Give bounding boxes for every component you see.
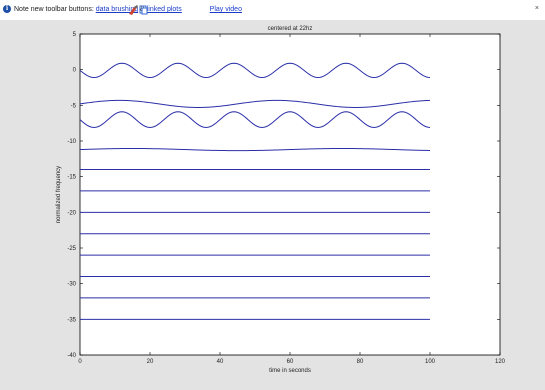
y-tick-label: -20 bbox=[67, 210, 76, 216]
play-video-link[interactable]: Play video bbox=[209, 6, 242, 13]
x-tick-label: 0 bbox=[78, 359, 82, 365]
x-tick-label: 20 bbox=[147, 359, 154, 365]
y-tick-label: 0 bbox=[73, 68, 77, 74]
linked-plots-link[interactable]: linked plots bbox=[146, 6, 182, 13]
figure-window: centered at 22hz time in seconds normalize… bbox=[0, 20, 545, 390]
y-tick-label: -15 bbox=[67, 175, 76, 181]
series-line-4 bbox=[79, 147, 431, 152]
close-icon[interactable]: × bbox=[534, 5, 539, 12]
x-tick-label: 100 bbox=[425, 359, 436, 365]
y-tick-label: -40 bbox=[67, 353, 76, 359]
series-line-1 bbox=[79, 62, 431, 79]
data-brushing-link[interactable]: data brushing bbox=[95, 6, 139, 13]
chart-title: centered at 22hz bbox=[268, 26, 313, 32]
y-tick-label: -35 bbox=[67, 317, 76, 323]
series-line-3 bbox=[79, 111, 431, 128]
x-tick-label: 80 bbox=[357, 359, 364, 365]
plot-area bbox=[79, 33, 501, 356]
y-tick-label: -10 bbox=[67, 139, 76, 145]
line-chart: centered at 22hz time in seconds normalize… bbox=[56, 26, 506, 374]
y-tick-label: -5 bbox=[71, 103, 77, 109]
y-tick-label: -25 bbox=[67, 246, 76, 252]
y-tick-label: -30 bbox=[67, 282, 76, 288]
x-tick-label: 40 bbox=[217, 359, 224, 365]
y-axis-label: normalized frequency bbox=[56, 166, 62, 223]
x-axis-label: time in seconds bbox=[269, 368, 311, 374]
y-tick-label: 5 bbox=[73, 32, 77, 38]
series-line-2 bbox=[79, 99, 431, 108]
info-bar: i Note new toolbar buttons: data brushin… bbox=[0, 0, 545, 20]
info-icon: i bbox=[3, 5, 11, 13]
x-tick-label: 60 bbox=[287, 359, 294, 365]
brush-link-icon[interactable] bbox=[128, 4, 148, 16]
x-tick-label: 120 bbox=[495, 359, 506, 365]
info-prefix: Note new toolbar buttons: bbox=[14, 6, 94, 13]
